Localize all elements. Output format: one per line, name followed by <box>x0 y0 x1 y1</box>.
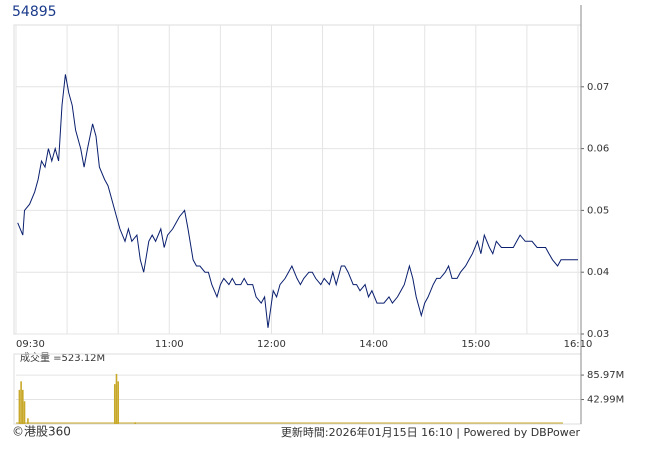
volume-bar <box>117 381 119 424</box>
chart-title: 54895 <box>12 4 57 20</box>
volume-bar <box>113 384 116 424</box>
y-tick-label: 0.06 <box>587 144 609 155</box>
price-line <box>17 74 578 328</box>
x-tick-label: 14:00 <box>359 339 388 350</box>
volume-title: 成交量 =523.12M <box>20 351 105 364</box>
y-tick-label: 85.97M <box>587 370 624 381</box>
x-tick-label: 16:10 <box>564 339 593 350</box>
x-tick-label: 15:00 <box>461 339 490 350</box>
volume-bar <box>20 381 22 424</box>
volume-bar <box>18 389 21 424</box>
volume-bar <box>22 389 24 424</box>
plot-frame <box>13 24 582 335</box>
volume-bar <box>27 418 29 424</box>
volume-bar <box>134 422 137 424</box>
x-tick-label: 12:00 <box>257 339 286 350</box>
x-tick-label: 09:30 <box>16 339 45 350</box>
y-tick-label: 42.99M <box>587 395 624 406</box>
updated-time: 更新時間:2026年01月15日 16:10 | Powered by DBPo… <box>281 425 581 439</box>
y-tick-label: 0.05 <box>587 205 609 216</box>
copyright: ©港股360 <box>12 425 71 439</box>
y-tick-label: 0.03 <box>587 329 609 340</box>
plot-frame <box>13 353 582 425</box>
y-tick-label: 0.04 <box>587 267 609 278</box>
y-tick-label: 0.07 <box>587 82 609 93</box>
volume-bar <box>115 373 118 424</box>
x-tick-label: 11:00 <box>155 339 184 350</box>
volume-bar <box>23 401 26 424</box>
